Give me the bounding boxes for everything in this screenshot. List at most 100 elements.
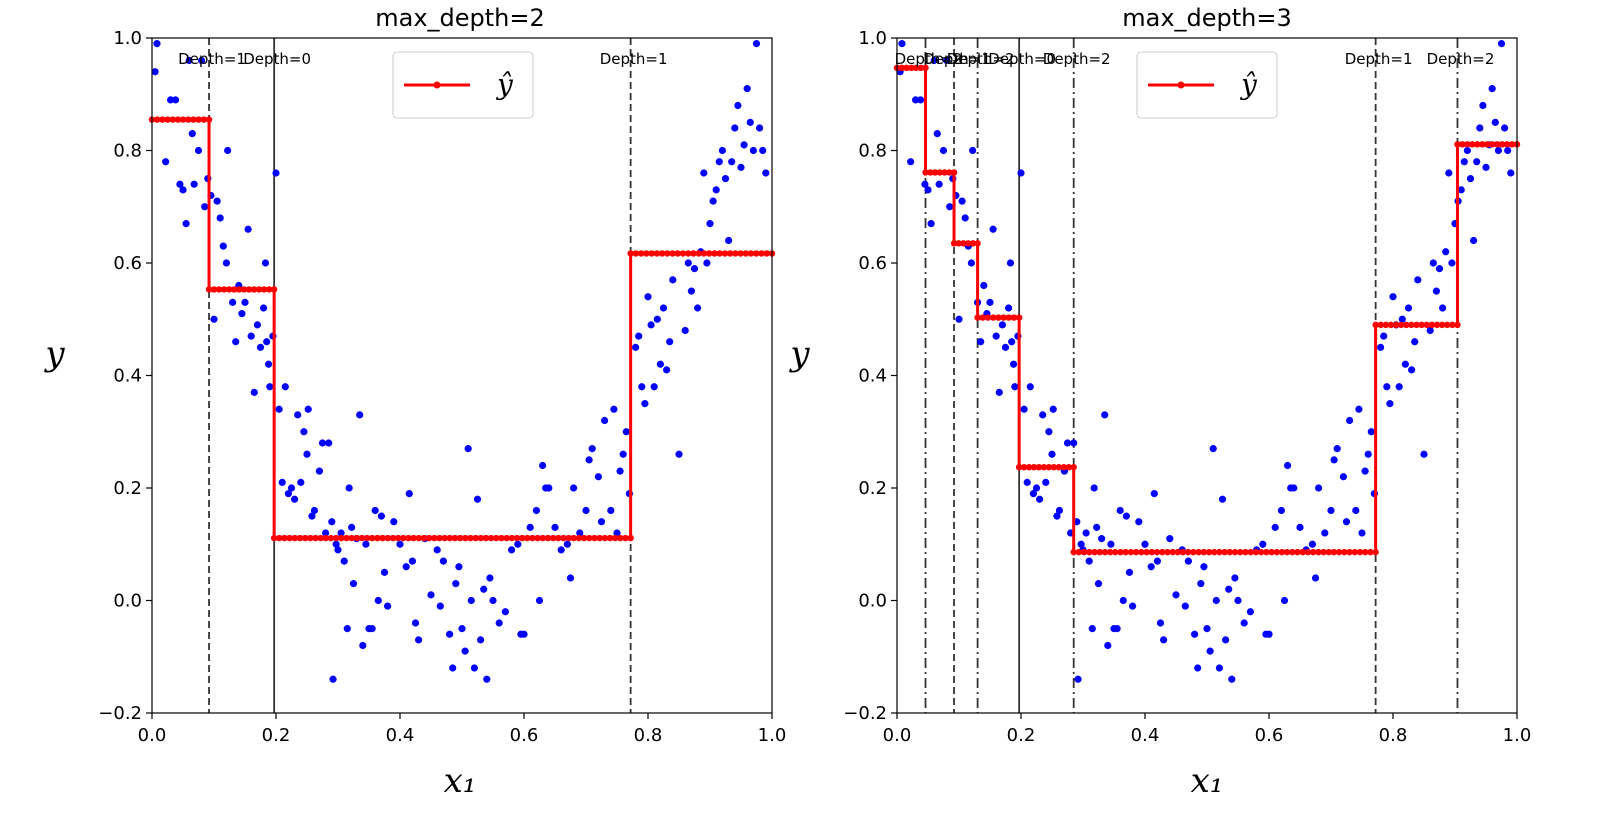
prediction-marker xyxy=(425,534,433,542)
prediction-marker xyxy=(270,286,278,293)
sample-point xyxy=(1166,535,1174,543)
sample-point xyxy=(588,445,596,453)
prediction-marker xyxy=(1075,548,1083,556)
sample-point xyxy=(1265,630,1273,638)
prediction-marker xyxy=(529,534,536,542)
prediction-marker xyxy=(1362,548,1369,556)
sample-point xyxy=(756,124,764,132)
sample-point xyxy=(1053,512,1061,520)
sample-point xyxy=(1352,506,1360,515)
sample-point xyxy=(731,124,739,132)
prediction-marker xyxy=(205,116,213,123)
sample-point xyxy=(709,197,717,205)
sample-point xyxy=(241,298,249,306)
prediction-marker xyxy=(903,64,910,72)
prediction-marker xyxy=(1231,548,1239,556)
prediction-marker xyxy=(627,534,634,542)
prediction-marker xyxy=(508,534,516,542)
sample-point xyxy=(281,383,289,391)
prediction-marker xyxy=(1122,548,1129,556)
prediction-marker xyxy=(1315,548,1322,556)
prediction-marker xyxy=(1221,548,1228,556)
prediction-marker xyxy=(922,169,929,176)
prediction-marker xyxy=(159,116,166,123)
prediction-marker xyxy=(1065,463,1072,471)
prediction-marker xyxy=(301,534,309,542)
sample-point xyxy=(1377,343,1385,351)
sample-point xyxy=(250,388,258,396)
sample-point xyxy=(980,281,988,290)
sample-point xyxy=(694,304,702,312)
prediction-marker xyxy=(240,286,248,293)
sample-point xyxy=(1439,304,1447,312)
sample-point xyxy=(986,298,994,306)
prediction-marker xyxy=(726,250,734,257)
sample-point xyxy=(1090,484,1098,492)
sample-point xyxy=(1184,557,1192,565)
sample-point xyxy=(539,461,547,470)
sample-point xyxy=(343,625,351,633)
sample-point xyxy=(328,518,336,526)
sample-point xyxy=(1006,259,1015,267)
prediction-marker xyxy=(451,534,459,542)
prediction-marker xyxy=(1174,548,1182,556)
prediction-marker xyxy=(441,534,448,542)
sample-point xyxy=(1476,124,1484,132)
sample-point xyxy=(1026,383,1034,391)
sample-point xyxy=(348,523,356,531)
sample-point xyxy=(1135,518,1143,526)
sample-point xyxy=(969,146,977,155)
sample-point xyxy=(1311,574,1320,582)
split-label: Depth=0 xyxy=(243,50,311,68)
sample-point xyxy=(1466,175,1475,183)
sample-point xyxy=(1463,146,1471,155)
prediction-marker xyxy=(420,534,428,542)
prediction-marker xyxy=(979,314,986,321)
legend: ŷ xyxy=(1136,51,1278,119)
prediction-marker xyxy=(622,534,629,542)
split-label: Depth=2 xyxy=(1043,50,1111,68)
sample-point xyxy=(1246,608,1254,616)
prediction-marker xyxy=(586,534,593,542)
sample-point xyxy=(930,56,938,65)
sample-point xyxy=(1215,664,1223,672)
sample-point xyxy=(455,563,463,571)
prediction-marker xyxy=(174,116,182,123)
prediction-marker xyxy=(700,250,708,257)
sample-point xyxy=(1039,411,1047,419)
prediction-marker xyxy=(941,169,948,176)
prediction-marker xyxy=(379,534,386,542)
sample-point xyxy=(1411,338,1419,346)
prediction-marker xyxy=(493,534,500,542)
prediction-marker xyxy=(534,534,541,542)
sample-point xyxy=(1194,664,1202,672)
prediction-marker xyxy=(179,116,187,123)
sample-point xyxy=(576,529,584,537)
sample-point xyxy=(371,506,379,515)
sample-point xyxy=(1036,495,1044,503)
prediction-marker xyxy=(225,286,233,293)
sample-point xyxy=(213,197,221,205)
sample-point xyxy=(210,315,218,323)
prediction-marker xyxy=(1299,548,1306,556)
split-label: Depth=0 xyxy=(988,50,1056,68)
prediction-marker xyxy=(1205,548,1213,556)
prediction-marker xyxy=(643,250,650,257)
sample-point xyxy=(345,484,353,492)
sample-point xyxy=(1414,276,1422,284)
sample-point xyxy=(449,664,457,672)
prediction-marker xyxy=(758,250,765,257)
prediction-marker xyxy=(716,250,723,257)
prediction-marker xyxy=(1459,141,1466,148)
prediction-marker xyxy=(343,534,350,542)
prediction-marker xyxy=(539,534,547,542)
sample-point xyxy=(927,220,935,228)
sample-point xyxy=(666,338,674,346)
prediction-marker xyxy=(317,534,324,542)
prediction-marker xyxy=(462,534,469,542)
sample-point xyxy=(1023,478,1031,486)
sample-point xyxy=(297,478,305,486)
sample-point xyxy=(1259,540,1267,548)
prediction-marker xyxy=(974,240,981,247)
